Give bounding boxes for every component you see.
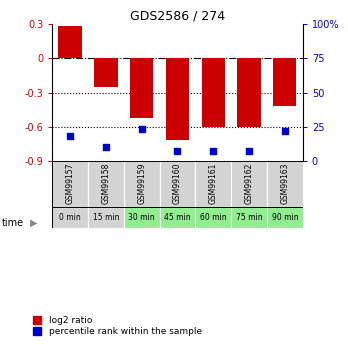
- Text: 45 min: 45 min: [164, 213, 191, 221]
- Bar: [160, 207, 195, 228]
- Bar: [52, 207, 88, 228]
- Bar: [52, 161, 88, 207]
- Text: GSM99158: GSM99158: [101, 163, 110, 205]
- Bar: [237, 58, 261, 127]
- Bar: [267, 207, 303, 228]
- Bar: [130, 58, 153, 118]
- Point: [282, 128, 288, 134]
- Point: [175, 149, 180, 154]
- Text: GSM99161: GSM99161: [209, 163, 218, 205]
- Bar: [195, 207, 231, 228]
- Text: 60 min: 60 min: [200, 213, 227, 221]
- Bar: [88, 161, 124, 207]
- Bar: [58, 27, 82, 58]
- Bar: [94, 58, 118, 87]
- Bar: [201, 58, 225, 127]
- Legend: log2 ratio, percentile rank within the sample: log2 ratio, percentile rank within the s…: [32, 315, 203, 337]
- Bar: [124, 161, 160, 207]
- Text: 75 min: 75 min: [236, 213, 262, 221]
- Point: [246, 149, 252, 154]
- Text: GSM99162: GSM99162: [245, 163, 254, 205]
- Text: 30 min: 30 min: [128, 213, 155, 221]
- Title: GDS2586 / 274: GDS2586 / 274: [130, 10, 225, 23]
- Text: GSM99157: GSM99157: [65, 163, 74, 205]
- Bar: [273, 58, 296, 106]
- Text: 90 min: 90 min: [271, 213, 298, 221]
- Point: [139, 127, 144, 132]
- Text: ▶: ▶: [30, 218, 37, 227]
- Bar: [166, 58, 189, 140]
- Text: time: time: [2, 218, 24, 227]
- Text: 0 min: 0 min: [59, 213, 81, 221]
- Point: [67, 134, 73, 139]
- Text: 15 min: 15 min: [93, 213, 119, 221]
- Bar: [124, 207, 160, 228]
- Text: GSM99163: GSM99163: [280, 163, 290, 205]
- Text: GSM99160: GSM99160: [173, 163, 182, 205]
- Bar: [88, 207, 124, 228]
- Bar: [231, 161, 267, 207]
- Point: [103, 145, 109, 150]
- Bar: [267, 161, 303, 207]
- Point: [211, 149, 216, 154]
- Bar: [195, 161, 231, 207]
- Text: GSM99159: GSM99159: [137, 163, 146, 205]
- Bar: [231, 207, 267, 228]
- Bar: [160, 161, 195, 207]
